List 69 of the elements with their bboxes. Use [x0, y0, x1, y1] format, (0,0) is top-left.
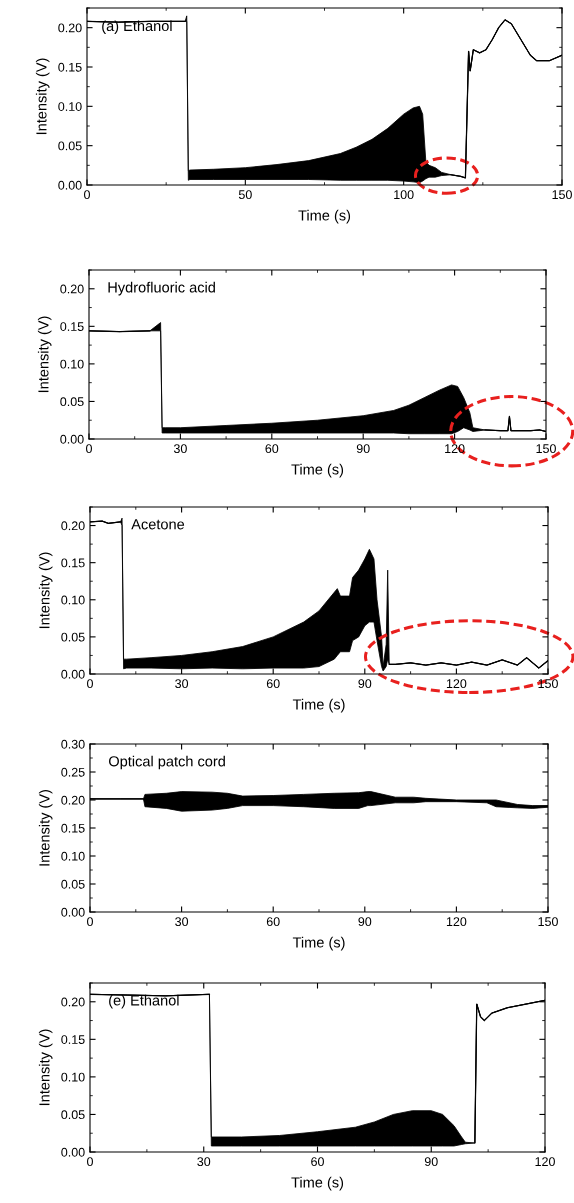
x-tick-label: 120 — [535, 1157, 555, 1167]
y-tick-label: 0.20 — [61, 521, 85, 531]
y-tick-label: 0.20 — [60, 284, 84, 294]
y-tick-label: 0.05 — [61, 1110, 85, 1120]
annotation: (a) Ethanol — [102, 20, 172, 34]
y-tick-label: 0.15 — [61, 823, 85, 833]
x-tick-label: 120 — [445, 444, 465, 454]
y-tick-label: 0.00 — [61, 907, 85, 917]
x-tick-label: 50 — [238, 190, 252, 200]
x-tick-label: 90 — [358, 679, 372, 689]
y-tick-label: 0.15 — [61, 558, 85, 568]
y-tick-label: 0.00 — [60, 434, 84, 444]
x-tick-label: 90 — [424, 1157, 438, 1167]
annotation: Acetone — [131, 519, 185, 530]
x-tick-label: 30 — [197, 1157, 211, 1167]
x-tick-label: 0 — [84, 190, 90, 200]
x-axis-title: Time (s) — [291, 463, 344, 478]
x-tick-label: 150 — [536, 444, 556, 454]
x-tick-label: 0 — [86, 444, 92, 454]
y-tick-label: 0.05 — [61, 879, 85, 889]
annotation: Optical patch cord — [109, 755, 225, 770]
x-tick-label: 90 — [358, 917, 372, 927]
x-tick-label: 0 — [87, 679, 93, 689]
y-tick-label: 0.10 — [58, 102, 82, 111]
x-tick-label: 150 — [552, 190, 572, 200]
y-tick-label: 0.20 — [61, 997, 85, 1007]
y-tick-label: 0.10 — [60, 359, 84, 369]
x-tick-label: 150 — [538, 679, 558, 689]
y-tick-label: 0.10 — [61, 1072, 85, 1082]
x-tick-label: 30 — [175, 917, 189, 927]
x-tick-label: 120 — [446, 679, 467, 689]
y-tick-label: 0.30 — [61, 739, 85, 749]
y-tick-label: 0.05 — [58, 141, 82, 151]
x-tick-label: 0 — [87, 1157, 93, 1167]
x-tick-label: 120 — [446, 917, 467, 927]
x-tick-label: 100 — [394, 190, 414, 200]
x-tick-label: 90 — [356, 444, 370, 454]
x-tick-label: 30 — [175, 679, 189, 689]
y-axis-title: Intensity (V) — [35, 58, 50, 135]
x-tick-label: 0 — [87, 917, 93, 927]
y-tick-label: 0.00 — [61, 1147, 85, 1157]
y-axis-title: Intensity (V) — [37, 316, 52, 393]
x-tick-label: 60 — [266, 917, 280, 927]
x-tick-label: 30 — [173, 444, 187, 454]
y-tick-label: 0.15 — [61, 1035, 85, 1044]
annotation: (e) Ethanol — [109, 994, 179, 1009]
y-tick-label: 0.00 — [61, 669, 85, 679]
x-tick-label: 60 — [265, 444, 279, 454]
x-axis-title: Time (s) — [292, 936, 345, 951]
y-axis-title: Intensity (V) — [38, 790, 53, 866]
y-tick-label: 0.00 — [58, 180, 82, 190]
x-axis-title: Time (s) — [298, 209, 351, 224]
y-tick-label: 0.10 — [61, 851, 85, 861]
x-axis-title: Time (s) — [291, 1176, 344, 1191]
annotation: Hydrofluoric acid — [108, 281, 215, 296]
y-tick-label: 0.05 — [61, 632, 85, 642]
y-tick-label: 0.15 — [60, 322, 84, 331]
y-tick-label: 0.20 — [61, 795, 85, 805]
x-tick-label: 150 — [538, 917, 558, 927]
x-tick-label: 60 — [311, 1157, 324, 1167]
y-axis-title: Intensity (V) — [38, 1029, 53, 1106]
y-tick-label: 0.25 — [61, 767, 85, 777]
x-tick-label: 60 — [266, 679, 280, 689]
y-tick-label: 0.20 — [58, 23, 82, 33]
x-axis-title: Time (s) — [292, 698, 345, 713]
y-tick-label: 0.10 — [61, 595, 85, 605]
y-axis-title: Intensity (V) — [38, 552, 53, 629]
y-tick-label: 0.15 — [58, 62, 82, 72]
y-tick-label: 0.05 — [60, 397, 84, 407]
